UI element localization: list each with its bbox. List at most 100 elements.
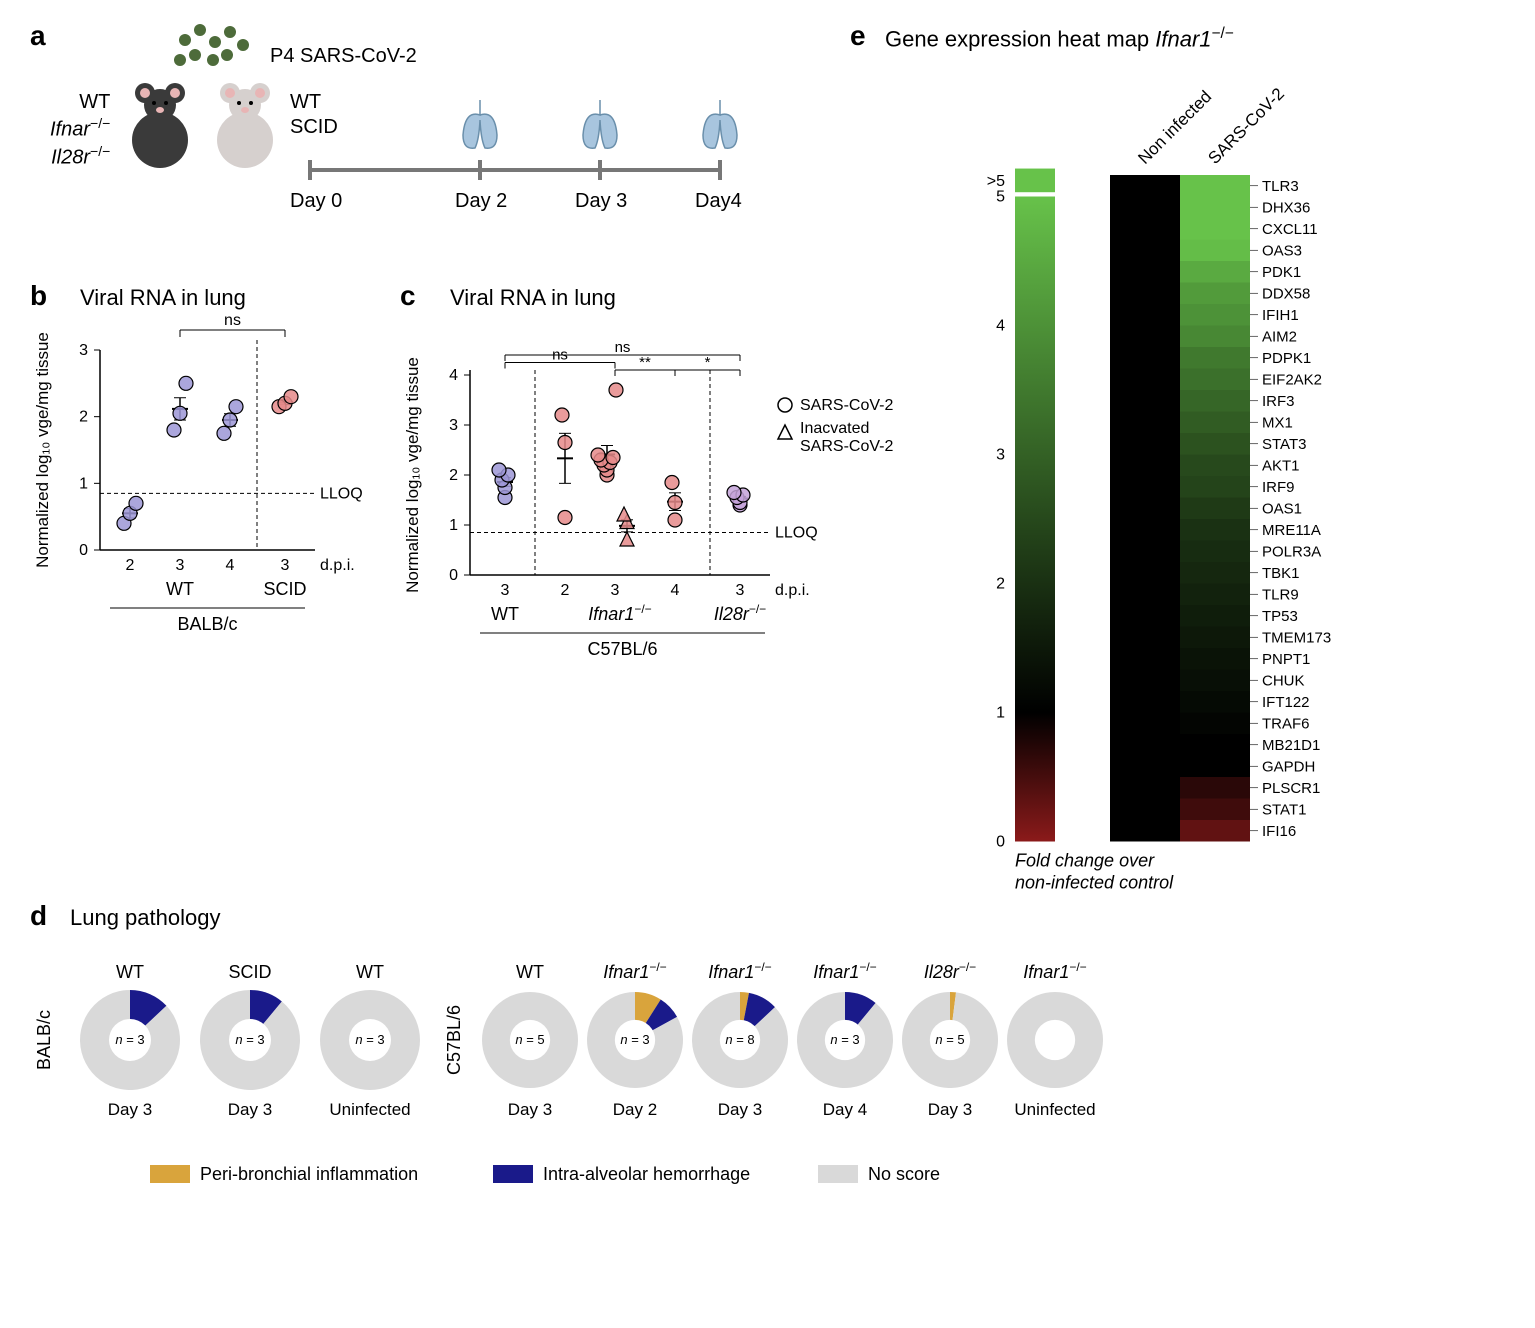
mouse-left-labels: WT Ifnar−/− Il28r−/−	[50, 90, 110, 170]
timeline-icon	[300, 80, 740, 210]
svg-text:Uninfected: Uninfected	[1014, 1100, 1095, 1119]
svg-text:PDK1: PDK1	[1262, 264, 1301, 281]
svg-text:OAS1: OAS1	[1262, 501, 1302, 518]
panel-d-title: Lung pathology	[70, 905, 220, 931]
svg-text:3: 3	[996, 447, 1005, 464]
mouse-left-line1: WT	[50, 90, 110, 115]
svg-text:PLSCR1: PLSCR1	[1262, 780, 1320, 797]
svg-text:MX1: MX1	[1262, 415, 1293, 432]
svg-text:Ifnar1−/−: Ifnar1−/−	[588, 602, 651, 624]
svg-text:WT: WT	[356, 962, 384, 982]
panel-c-label: c	[400, 280, 416, 312]
svg-text:Day 3: Day 3	[508, 1100, 552, 1119]
svg-text:4: 4	[996, 318, 1005, 335]
svg-text:MB21D1: MB21D1	[1262, 737, 1320, 754]
svg-text:No score: No score	[868, 1164, 940, 1184]
svg-text:MRE11A: MRE11A	[1262, 522, 1321, 539]
svg-text:Ifnar1−/−: Ifnar1−/−	[1023, 960, 1086, 982]
panel-b-title: Viral RNA in lung	[80, 285, 246, 311]
svg-text:SCID: SCID	[263, 579, 306, 599]
panel-c-chart: 01234Normalized log₁₀ vge/mg tissueLLOQn…	[400, 315, 900, 695]
svg-text:TLR9: TLR9	[1262, 587, 1299, 604]
svg-text:CHUK: CHUK	[1262, 673, 1305, 690]
svg-text:IRF9: IRF9	[1262, 479, 1295, 496]
panel-d-label: d	[30, 900, 47, 932]
svg-text:IRF3: IRF3	[1262, 393, 1295, 410]
mouse-left-line3: Il28r−/−	[50, 143, 110, 171]
svg-text:ns: ns	[615, 339, 631, 356]
svg-text:2: 2	[79, 409, 88, 426]
svg-text:Non infected: Non infected	[1134, 87, 1215, 168]
svg-text:Fold change over: Fold change over	[1015, 851, 1155, 871]
svg-text:PDPK1: PDPK1	[1262, 350, 1311, 367]
svg-text:AKT1: AKT1	[1262, 458, 1300, 475]
svg-text:Day 3: Day 3	[928, 1100, 972, 1119]
svg-text:d.p.i.: d.p.i.	[320, 557, 355, 574]
panel-e-heatmap: Non infectedSARS-CoV-2TLR3DHX36CXCL11OAS…	[850, 60, 1530, 890]
svg-text:4: 4	[671, 582, 680, 599]
panel-a-label: a	[30, 20, 46, 52]
mouse-left-line2: Ifnar−/−	[50, 115, 110, 143]
panel-a: a P4 SARS-CoV-2 WT Ifnar−/− Il28r−/− WT …	[30, 20, 710, 240]
svg-text:n = 3: n = 3	[235, 1032, 264, 1047]
svg-text:LLOQ: LLOQ	[775, 525, 818, 542]
svg-text:IFIH1: IFIH1	[1262, 307, 1299, 324]
svg-text:Il28r−/−: Il28r−/−	[714, 602, 766, 624]
svg-text:IFT122: IFT122	[1262, 694, 1310, 711]
svg-text:Ifnar1−/−: Ifnar1−/−	[708, 960, 771, 982]
svg-text:0: 0	[449, 567, 458, 584]
svg-text:2: 2	[996, 576, 1005, 593]
svg-text:STAT3: STAT3	[1262, 436, 1306, 453]
svg-text:AIM2: AIM2	[1262, 329, 1297, 346]
panel-d: d Lung pathology BALB/cWTn = 3Day 3SCIDn…	[30, 900, 1110, 1300]
svg-text:5: 5	[996, 189, 1005, 206]
svg-text:Day 3: Day 3	[108, 1100, 152, 1119]
svg-text:ns: ns	[552, 347, 568, 364]
panel-c: c Viral RNA in lung 01234Normalized log₁…	[400, 280, 900, 680]
svg-text:0: 0	[79, 542, 88, 559]
svg-text:**: **	[639, 354, 651, 371]
svg-text:Normalized log₁₀ vge/mg tissue: Normalized log₁₀ vge/mg tissue	[403, 357, 422, 593]
svg-text:TMEM173: TMEM173	[1262, 630, 1331, 647]
svg-text:IFI16: IFI16	[1262, 823, 1296, 840]
svg-text:OAS3: OAS3	[1262, 243, 1302, 260]
svg-text:DDX58: DDX58	[1262, 286, 1310, 303]
virus-label: P4 SARS-CoV-2	[270, 45, 417, 68]
svg-text:BALB/c: BALB/c	[34, 1010, 54, 1070]
svg-text:3: 3	[79, 342, 88, 359]
svg-text:n = 5: n = 5	[515, 1032, 544, 1047]
svg-text:Day 3: Day 3	[228, 1100, 272, 1119]
svg-text:TLR3: TLR3	[1262, 178, 1299, 195]
svg-text:Peri-bronchial inflammation: Peri-bronchial inflammation	[200, 1164, 418, 1184]
panel-d-chart: BALB/cWTn = 3Day 3SCIDn = 3Day 3WTn = 3U…	[30, 940, 1110, 1270]
svg-text:non-infected control: non-infected control	[1015, 873, 1174, 891]
svg-text:ns: ns	[224, 315, 241, 329]
svg-text:3: 3	[281, 557, 290, 574]
svg-text:n = 5: n = 5	[935, 1032, 964, 1047]
svg-text:1: 1	[79, 475, 88, 492]
svg-text:DHX36: DHX36	[1262, 200, 1310, 217]
svg-text:C57BL/6: C57BL/6	[587, 639, 657, 659]
svg-text:2: 2	[449, 467, 458, 484]
svg-text:1: 1	[996, 705, 1005, 722]
svg-text:3: 3	[501, 582, 510, 599]
virus-cluster-icon	[165, 20, 265, 80]
panel-c-title: Viral RNA in lung	[450, 285, 616, 311]
svg-text:Intra-alveolar hemorrhage: Intra-alveolar hemorrhage	[543, 1164, 750, 1184]
svg-text:n = 8: n = 8	[725, 1032, 754, 1047]
svg-text:Il28r−/−: Il28r−/−	[924, 960, 976, 982]
day-3: Day 3	[575, 190, 627, 213]
svg-text:POLR3A: POLR3A	[1262, 544, 1321, 561]
svg-text:WT: WT	[116, 962, 144, 982]
svg-text:n = 3: n = 3	[115, 1032, 144, 1047]
svg-text:0: 0	[996, 834, 1005, 851]
svg-text:STAT1: STAT1	[1262, 802, 1306, 819]
svg-text:d.p.i.: d.p.i.	[775, 582, 810, 599]
svg-text:PNPT1: PNPT1	[1262, 651, 1310, 668]
panel-b-chart: 0123Normalized log₁₀ vge/mg tissueLLOQns…	[30, 315, 370, 695]
svg-text:EIF2AK2: EIF2AK2	[1262, 372, 1322, 389]
svg-text:WT: WT	[166, 579, 194, 599]
panel-e-title: Gene expression heat map Ifnar1−/−	[885, 25, 1234, 52]
svg-text:3: 3	[176, 557, 185, 574]
svg-text:Day 2: Day 2	[613, 1100, 657, 1119]
